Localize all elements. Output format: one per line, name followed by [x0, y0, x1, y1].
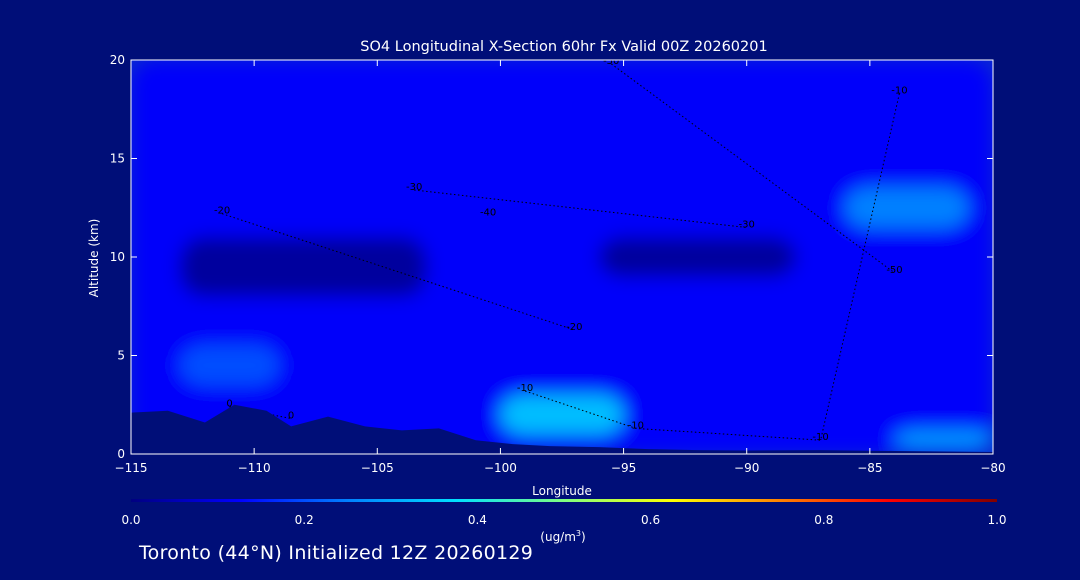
colorbar-tick-label: 1.0: [987, 513, 1006, 527]
contour-label: -10: [517, 383, 533, 394]
contour-labels: 0 0 -10 -10 -10 -20 -20 -30 -30 -40 -50 -10 -50: [214, 56, 908, 443]
colorbar: 0.0 0.2 0.4 0.6 0.8 1.0 (ug/m3): [121, 499, 1007, 544]
contour-label: -10: [812, 432, 828, 443]
y-tick-label: 15: [110, 152, 125, 166]
y-tick-label: 20: [110, 53, 125, 67]
x-tick-label: −90: [734, 461, 759, 475]
y-axis-label: Altitude (km): [87, 219, 101, 298]
contour-label: -50: [886, 265, 902, 276]
contour-label: -20: [566, 322, 582, 333]
contour-label: -30: [406, 182, 422, 193]
colorbar-label-end: ): [581, 530, 586, 544]
y-tick-label: 10: [110, 250, 125, 264]
colorbar-label-base: (ug/m: [540, 530, 576, 544]
colorbar-tick-label: 0.6: [641, 513, 660, 527]
y-tick-label: 5: [117, 349, 125, 363]
colorbar-ticks: 0.0 0.2 0.4 0.6 0.8 1.0: [121, 513, 1006, 527]
fill-region: [131, 60, 993, 454]
contour-label: -50: [603, 56, 619, 67]
contour-line: [229, 406, 292, 419]
x-tick-label: −80: [980, 461, 1005, 475]
contour-label: 0: [288, 411, 294, 422]
contour-label: -10: [628, 420, 644, 431]
x-axis-ticks: −115 −110 −105 −100 −95 −90 −85 −80: [115, 60, 1006, 475]
chart-title: SO4 Longitudinal X-Section 60hr Fx Valid…: [360, 39, 767, 55]
terrain-profile: [131, 404, 993, 454]
contour-label: -10: [891, 85, 907, 96]
contour-label: -40: [480, 208, 496, 219]
fill-region: [180, 345, 279, 386]
x-tick-label: −115: [115, 461, 148, 475]
y-tick-label: 0: [117, 447, 125, 461]
x-tick-label: −110: [238, 461, 271, 475]
contour-line: [221, 213, 575, 331]
y-axis-ticks: 0 5 10 15 20: [110, 53, 993, 461]
colorbar-strip: [131, 499, 997, 502]
x-tick-label: −85: [857, 461, 882, 475]
contour-label: -30: [739, 219, 755, 230]
fill-region: [598, 237, 796, 277]
colorbar-tick-label: 0.8: [814, 513, 833, 527]
colorbar-tick-label: 0.2: [295, 513, 314, 527]
colorbar-tick-label: 0.0: [121, 513, 140, 527]
fill-region: [845, 188, 969, 228]
colorbar-tick-label: 0.4: [468, 513, 487, 527]
contour-label: -20: [214, 206, 230, 217]
x-tick-label: −105: [361, 461, 394, 475]
init-caption: Toronto (44°N) Initialized 12Z 20260129: [139, 542, 534, 564]
temperature-contour-lines: [221, 63, 900, 441]
contour-label: 0: [226, 399, 232, 410]
fill-region: [180, 237, 427, 297]
plot-area: 0 0 -10 -10 -10 -20 -20 -30 -30 -40 -50 -10 -50: [131, 56, 993, 454]
colorbar-label-superscript: 3: [576, 529, 581, 538]
contour-line: [611, 63, 895, 274]
concentration-fills: [131, 60, 993, 454]
x-axis-label: Longitude: [532, 484, 592, 498]
colorbar-label: (ug/m3): [540, 529, 585, 544]
contour-line: [524, 93, 900, 441]
x-tick-label: −95: [611, 461, 636, 475]
x-tick-label: −100: [484, 461, 517, 475]
fill-region: [894, 430, 993, 449]
fill-region: [500, 394, 624, 435]
